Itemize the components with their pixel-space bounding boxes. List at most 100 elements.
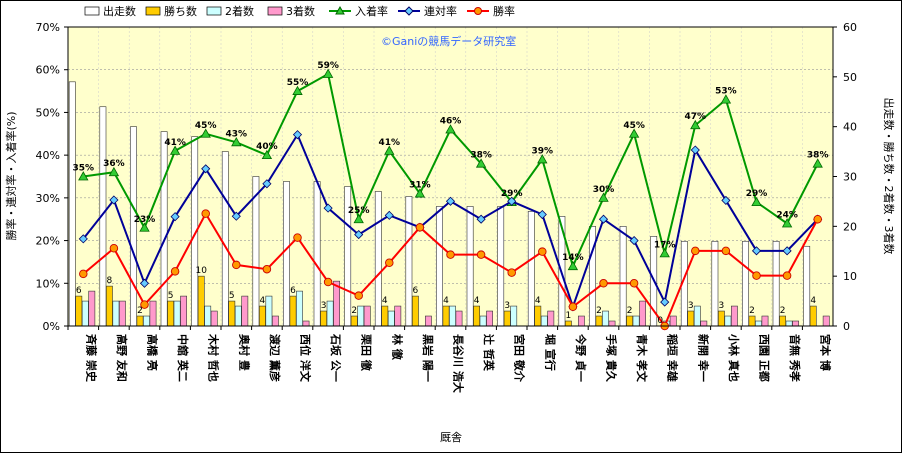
x-tick-label: 音無 秀孝	[788, 334, 802, 382]
legend-swatch-3着数	[267, 6, 283, 16]
point-勝率	[568, 302, 578, 312]
bar-2着数	[265, 295, 273, 327]
place-rate-label: 31%	[409, 181, 431, 191]
bar-出走数	[803, 245, 811, 327]
bar-勝ち数	[320, 310, 327, 327]
place-rate-label: 29%	[501, 189, 523, 199]
wins-label: 4	[810, 296, 816, 306]
bar-2着数	[143, 315, 150, 327]
data-labels: 35% 36% 23% 41% 45% 43% 40% 55% 59% 25% 41% 31% 46% 3…	[73, 61, 829, 326]
bar-2着数	[479, 315, 487, 327]
bar-勝ち数	[228, 300, 236, 327]
place-rate-label: 55%	[287, 78, 309, 88]
point-連対率	[292, 130, 303, 140]
bar-勝ち数	[717, 310, 725, 327]
bar-出走数	[313, 181, 321, 327]
bar-2着数	[755, 320, 762, 327]
point-入着率	[353, 213, 364, 224]
bar-出走数	[619, 226, 627, 327]
place-rate-label: 39%	[532, 146, 554, 156]
place-rate-label: 59%	[317, 61, 339, 71]
point-連対率	[170, 212, 180, 222]
point-入着率	[690, 119, 701, 130]
point-連対率	[721, 195, 731, 205]
place-rate-label: 45%	[195, 121, 217, 131]
wins-label: 3	[504, 301, 510, 311]
wins-label: 3	[321, 301, 327, 311]
x-tick-label: 奥村 豊	[237, 333, 251, 371]
point-勝率	[109, 244, 119, 253]
x-tick-label: 手塚 貴久	[605, 334, 619, 383]
bar-出走数	[283, 181, 290, 327]
place-rate-label: 45%	[623, 121, 645, 131]
point-勝率	[293, 233, 302, 242]
bar-3着数	[424, 315, 432, 327]
legend-label-2着数: 2着数	[225, 4, 254, 18]
wins-label: 4	[474, 296, 480, 306]
wins-label: 2	[596, 306, 602, 316]
point-勝率	[415, 223, 425, 232]
bar-出走数	[527, 211, 535, 327]
bar-出走数	[436, 206, 443, 327]
bar-3着数	[455, 310, 463, 327]
point-入着率	[78, 171, 89, 181]
bar-3着数	[577, 315, 585, 327]
point-勝率	[721, 246, 731, 256]
place-rate-label: 24%	[776, 210, 798, 220]
place-rate-label: 41%	[164, 138, 186, 148]
point-連対率	[354, 230, 364, 240]
bar-2着数	[510, 305, 518, 327]
point-勝率	[691, 246, 700, 256]
bar-3着数	[639, 300, 646, 327]
line-series	[78, 68, 823, 331]
x-tick-label: 栗田 徹	[360, 334, 374, 372]
bar-出走数	[466, 206, 474, 327]
bar-2着数	[785, 320, 793, 327]
place-rate-label: 38%	[807, 151, 829, 161]
point-勝率	[385, 258, 394, 268]
place-rate-label: 30%	[593, 185, 615, 195]
legend-label-勝ち数: 勝ち数	[164, 4, 197, 18]
x-axis-title: 厩舎	[440, 431, 462, 444]
y-tick-left: 50%	[36, 106, 60, 119]
point-入着率	[384, 145, 395, 155]
bar-2着数	[357, 305, 365, 327]
wins-label: 3	[688, 301, 694, 311]
bar-3着数	[88, 290, 96, 327]
point-入着率	[322, 68, 334, 78]
bar-3着数	[180, 295, 187, 327]
bar-勝ち数	[809, 305, 817, 327]
x-tick-label: 斉藤 崇史	[84, 334, 98, 383]
wins-label: 4	[535, 296, 541, 306]
place-rate-label: 35%	[73, 164, 95, 174]
bar-3着数	[241, 295, 249, 327]
point-入着率	[751, 196, 762, 207]
point-勝率	[446, 250, 455, 259]
x-tick-label: 木村 哲也	[207, 333, 221, 382]
bar-勝ち数	[503, 310, 511, 327]
place-rate-label: 41%	[379, 138, 401, 148]
x-tick-label: 西園 正都	[758, 334, 772, 382]
legend: 出走数 勝ち数 2着数 3着数 入着率 連対率 勝率	[84, 4, 515, 18]
bar-2着数	[632, 315, 640, 327]
bar-2着数	[326, 300, 334, 327]
bar-勝ち数	[442, 305, 450, 327]
bar-勝ち数	[258, 305, 266, 327]
point-入着率	[200, 128, 211, 138]
point-勝率	[752, 271, 761, 280]
place-rate-label: 17%	[654, 240, 676, 250]
point-連対率	[598, 214, 609, 224]
bar-2着数	[449, 305, 456, 327]
y-tick-left: 40%	[36, 149, 60, 162]
point-勝率	[140, 300, 149, 309]
wins-label: 6	[290, 286, 296, 296]
wins-label: 4	[382, 296, 388, 306]
x-tick-label: 新開 幸一	[696, 334, 710, 382]
bar-出走数	[742, 240, 749, 327]
legend-label-出走数: 出走数	[103, 4, 136, 18]
place-rate-label: 36%	[103, 159, 125, 169]
wins-label: 4	[443, 296, 449, 306]
y-tick-right: 10	[843, 270, 857, 283]
bar-出走数	[374, 191, 382, 327]
